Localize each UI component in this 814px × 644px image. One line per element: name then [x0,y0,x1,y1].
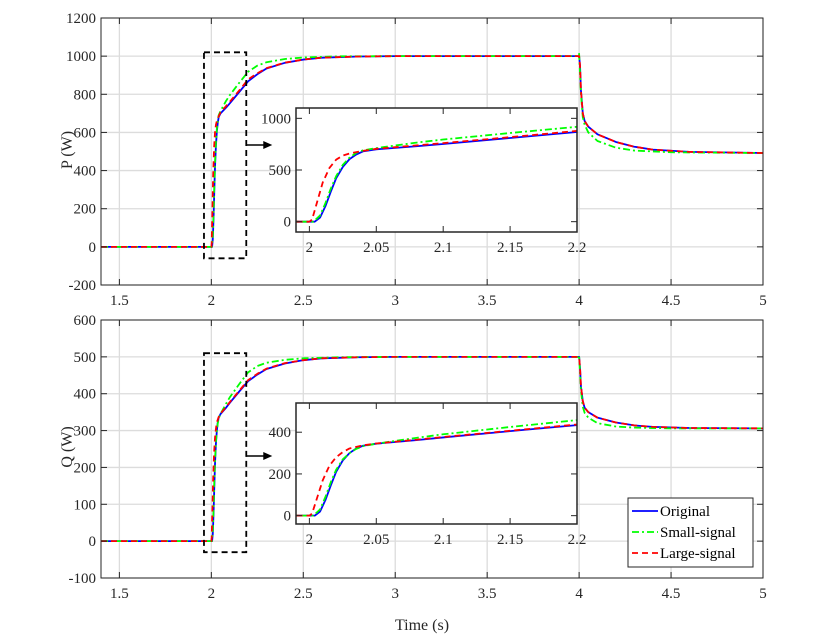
y-tick-label: 0 [89,240,97,256]
q-main-series-group [101,354,763,543]
y-tick-label: 1000 [261,111,291,127]
x-tick-label: 2.05 [363,240,389,256]
q-inset-series-group [296,419,577,517]
p-inset-background [296,108,577,232]
x-tick-label: 1.5 [110,293,129,309]
x-tick-label: 3 [391,586,399,602]
x-tick-label: 2 [208,293,216,309]
q-ylabel: Q (W) [59,426,76,467]
series-line-large-signal [101,355,763,543]
p-inset-axes: 2 2.05 2.1 2.15 2.2 0 500 1000 [261,107,587,256]
series-line-original [296,424,577,517]
y-tick-label: 1200 [66,11,96,27]
x-tick-label: 2.1 [434,240,453,256]
q-inset-background [296,403,577,524]
y-tick-label: 1000 [66,49,96,65]
q-main-frame [100,319,764,579]
y-tick-label: 200 [74,202,97,218]
x-tick-label: 5 [759,586,767,602]
y-tick-label: 800 [74,87,97,103]
x-tick-label: 2.5 [294,586,313,602]
y-tick-label: 300 [74,424,97,440]
series-line-large-signal [101,55,763,248]
p-main-frame [100,17,764,286]
x-tick-label: 5 [759,293,767,309]
x-tick-label: 2.15 [497,532,523,548]
q-main-axes: 1.5 2 2.5 3 3.5 4 4.5 5 -100 0 100 200 300 400 500 600 [69,313,767,602]
x-tick-label: 2.5 [294,293,313,309]
arrow-head-icon [263,141,273,149]
x-tick-label: 2.2 [568,532,587,548]
legend: Original Small-signal Large-signal [627,497,754,568]
x-tick-label: 3 [391,293,399,309]
x-tick-label: 4.5 [662,586,681,602]
y-tick-label: 500 [74,350,97,366]
series-line-large-signal [296,423,577,517]
x-tick-label: 2.1 [434,532,453,548]
p-main-series-group [101,52,763,248]
y-tick-label: 600 [74,313,97,329]
y-tick-label: 100 [74,497,97,513]
series-line-original [296,131,577,223]
y-tick-label: 500 [269,163,292,179]
q-inset-frame [295,402,578,525]
y-tick-label: 400 [269,425,292,441]
y-tick-label: 400 [74,387,97,403]
y-tick-label: 0 [284,509,292,525]
x-tick-label: 4.5 [662,293,681,309]
arrow-head-icon [263,452,273,460]
q-inset-axes: 2 2.05 2.1 2.15 2.2 0 200 400 [269,402,587,548]
x-tick-label: 2 [306,532,314,548]
p-ylabel: P (W) [59,131,76,169]
y-tick-label: -200 [69,278,97,294]
legend-label: Large-signal [660,546,736,562]
x-tick-label: 2.05 [363,532,389,548]
x-tick-label: 4 [575,586,583,602]
x-tick-label: 2.15 [497,240,523,256]
y-tick-label: 200 [269,467,292,483]
x-tick-label: 3.5 [478,293,497,309]
series-line-small-signal [101,52,763,248]
y-tick-label: 0 [89,534,97,550]
y-tick-label: 600 [74,125,97,141]
zoom-box [203,352,248,554]
x-tick-label: 3.5 [478,586,497,602]
y-tick-label: 200 [74,460,97,476]
legend-label: Small-signal [660,525,736,541]
legend-label: Original [660,504,710,520]
y-tick-label: 0 [284,215,292,231]
zoom-box [203,51,248,260]
y-tick-label: -100 [69,571,97,587]
x-tick-label: 2 [306,240,314,256]
x-axis-label: Time (s) [395,617,449,634]
x-tick-label: 2 [208,586,216,602]
series-line-small-signal [101,354,763,543]
p-inset-series-group [296,125,577,223]
x-tick-label: 1.5 [110,586,129,602]
p-inset-frame [295,107,578,233]
x-tick-label: 2.2 [568,240,587,256]
x-tick-label: 4 [575,293,583,309]
y-tick-label: 400 [74,164,97,180]
